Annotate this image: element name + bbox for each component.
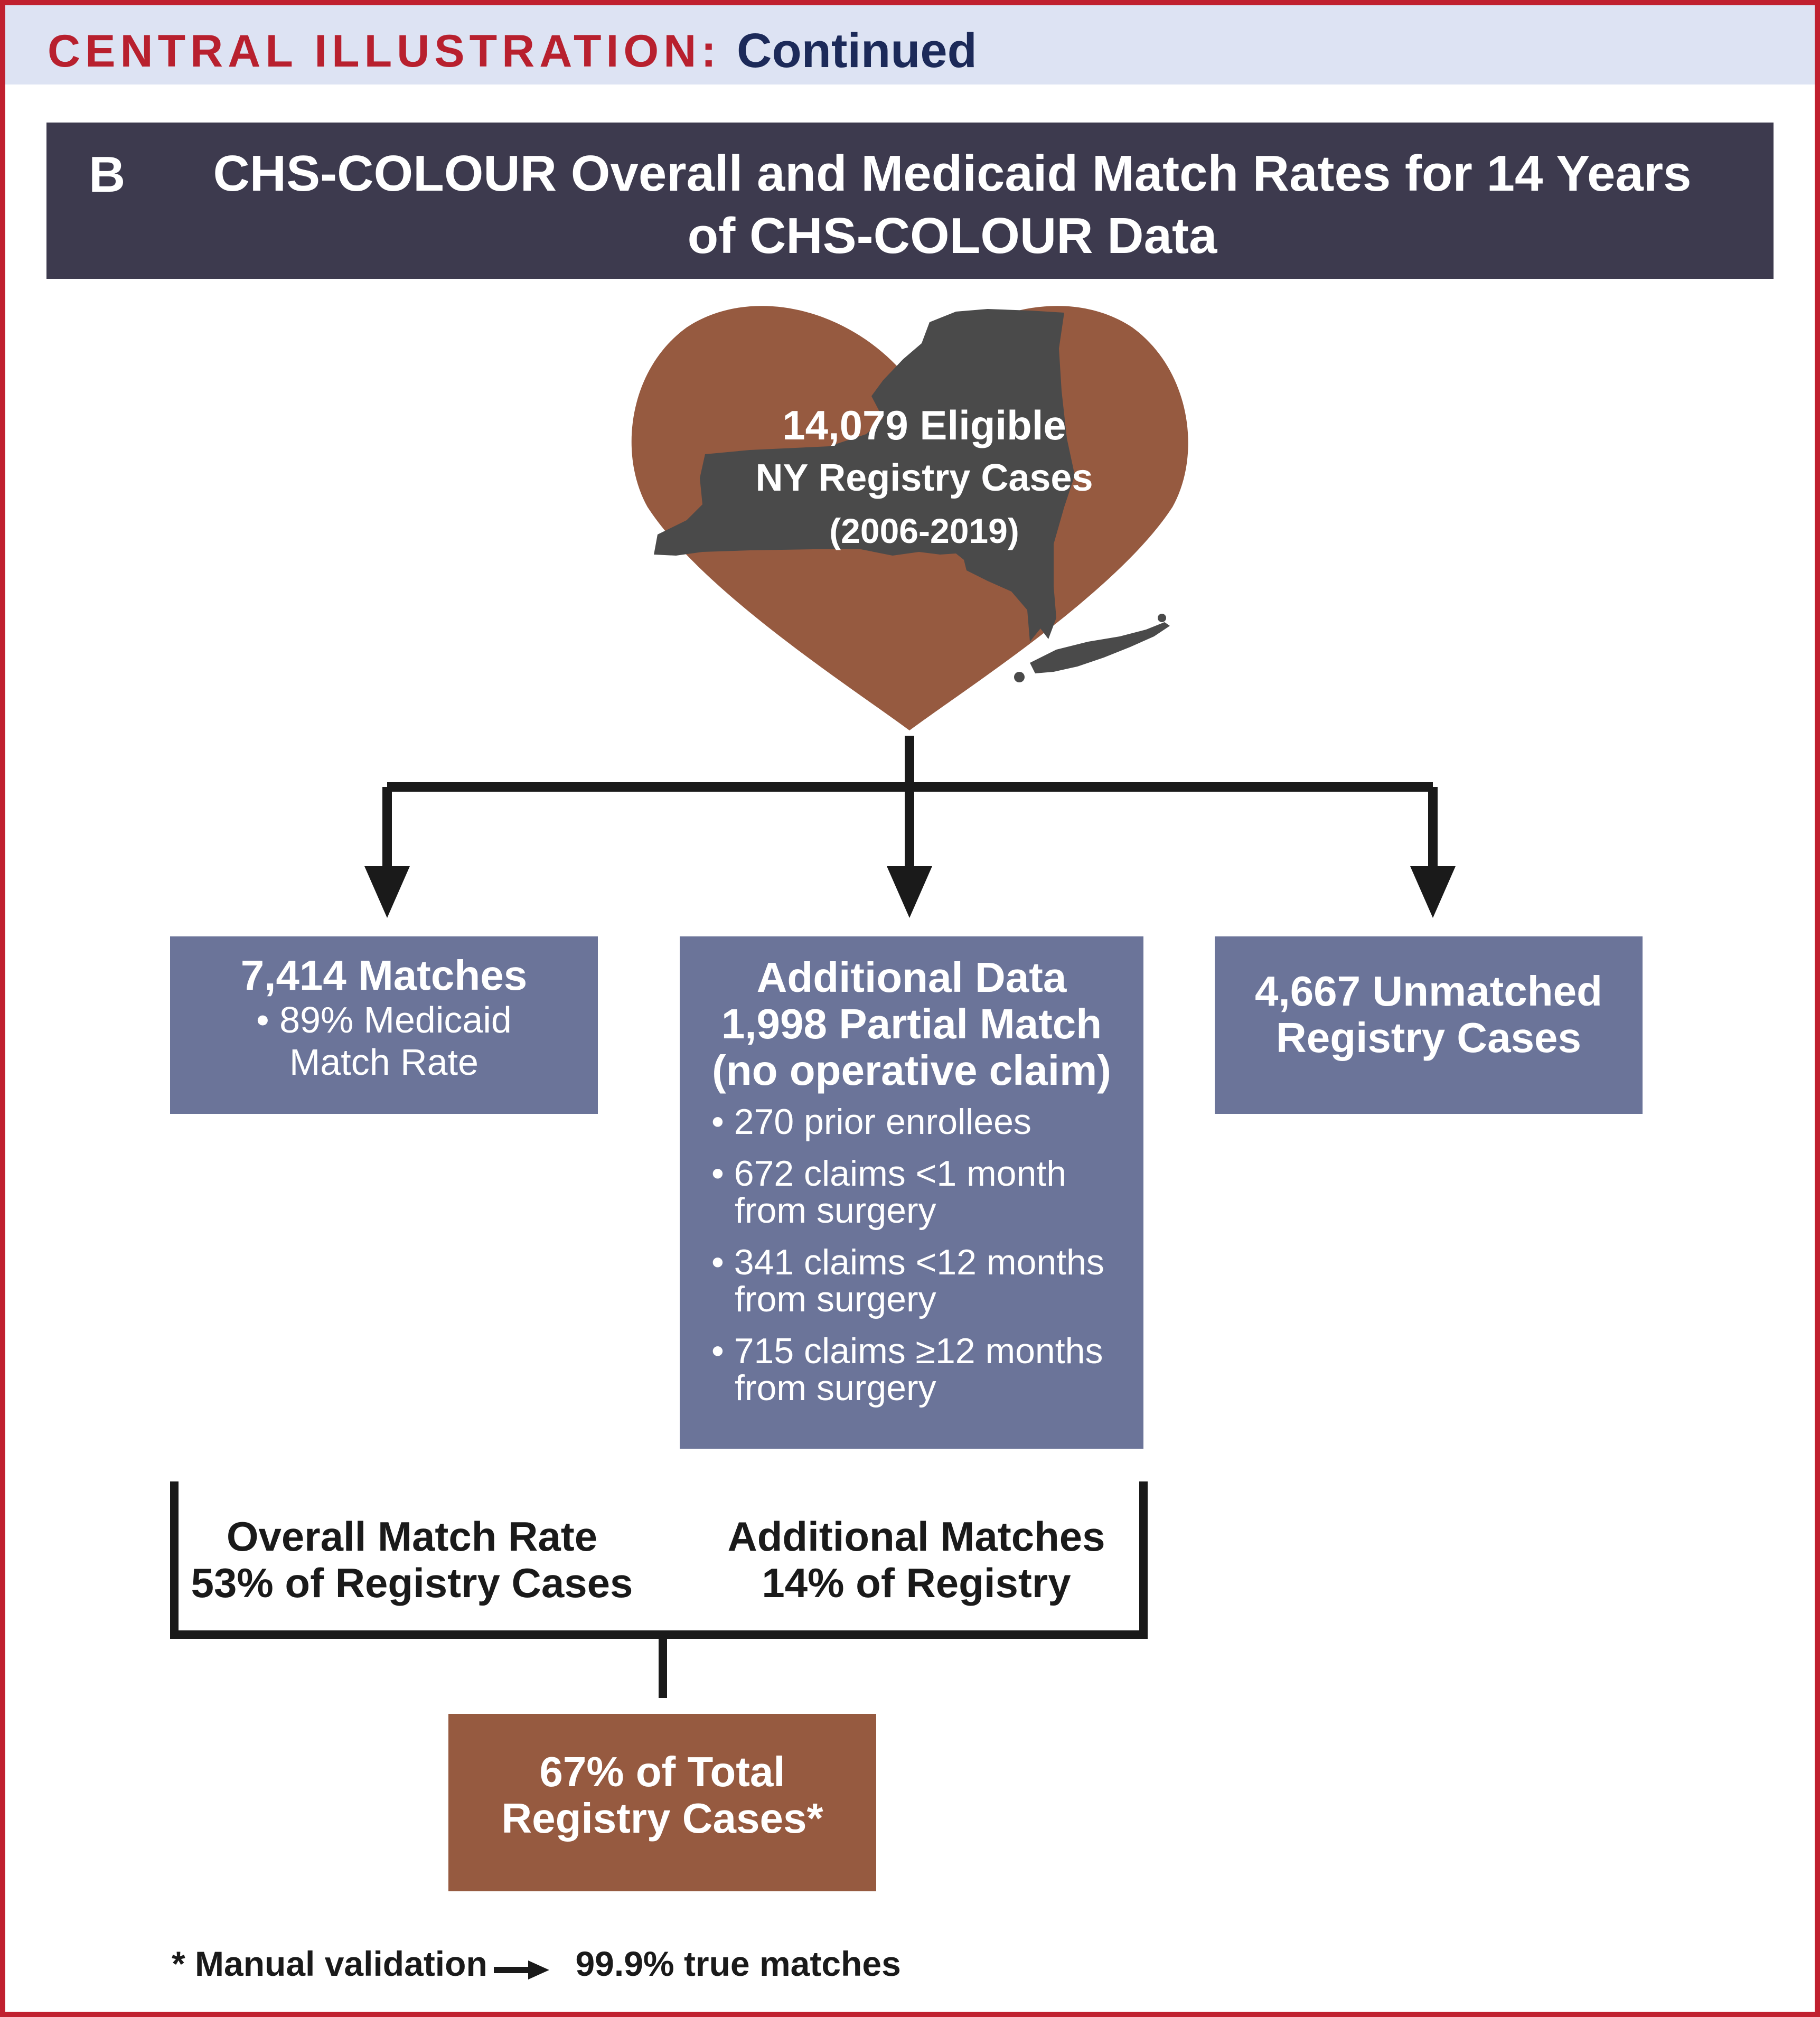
long-island-map [1030,622,1170,673]
additional-data-title-2: 1,998 Partial Match [721,1000,1102,1047]
total-line-1: 67% of Total [539,1748,785,1795]
overall-match-rate-label: Overall Match Rate 53% of Registry Cases [190,1513,634,1606]
staten-island-map [1014,672,1025,682]
overall-line-1: Overall Match Rate [226,1513,598,1560]
arrow-left [364,866,410,918]
header-band: CENTRAL ILLUSTRATION: Continued [5,5,1815,85]
matches-line-1: • 89% Medicaid [256,999,512,1040]
matches-line-2: Match Rate [289,1042,479,1083]
unmatched-box: 4,667 Unmatched Registry Cases [1215,936,1643,1114]
heart-line-2: NY Registry Cases [755,457,1093,499]
total-registry-box: 67% of Total Registry Cases* [448,1714,876,1891]
additional-data-title-1: Additional Data [756,954,1067,1001]
bullet-prior-enrollees: • 270 prior enrollees [711,1102,1031,1142]
continued-label: Continued [737,24,977,78]
panel-letter: B [89,146,126,203]
matches-box: 7,414 Matches • 89% Medicaid Match Rate [170,936,598,1114]
panel-title-bar: B CHS-COLOUR Overall and Medicaid Match … [46,123,1774,279]
heart-line-1: 14,079 Eligible [782,402,1066,448]
matches-title: 7,414 Matches [240,952,528,999]
footnote-left: * Manual validation [172,1944,487,1983]
additional-data-box: Additional Data 1,998 Partial Match (no … [680,936,1143,1449]
bottom-bracket [170,1481,1148,1698]
arrow-center [887,866,932,918]
additional-matches-line-2: 14% of Registry [762,1560,1071,1606]
additional-data-title-3: (no operative claim) [712,1047,1111,1094]
unmatched-line-2: Registry Cases [1275,1014,1582,1061]
panel-title: CHS-COLOUR Overall and Medicaid Match Ra… [213,145,1692,264]
arrow-right [1410,866,1456,918]
additional-data-bullets: • 270 prior enrollees • 672 claims <1 mo… [680,1103,1143,1406]
unmatched-line-1: 4,667 Unmatched [1254,968,1603,1015]
footnote: * Manual validation 99.9% true matches [172,1944,901,1984]
heart-label: 14,079 Eligible NY Registry Cases (2006-… [687,399,1162,557]
footnote-right: 99.9% true matches [575,1944,901,1983]
central-illustration-label: CENTRAL ILLUSTRATION: [48,26,721,77]
heart-line-3: (2006-2019) [829,511,1019,550]
overall-line-2: 53% of Registry Cases [191,1560,633,1606]
additional-matches-label: Additional Matches 14% of Registry [687,1513,1146,1606]
island-dot-map [1158,614,1166,622]
bullet-claims-1-month: • 672 claims <1 month from surgery [711,1153,1067,1231]
bullet-claims-12-months: • 341 claims <12 months from surgery [711,1242,1104,1319]
footnote-arrow-head [528,1960,549,1980]
total-line-2: Registry Cases* [501,1795,823,1842]
additional-matches-line-1: Additional Matches [727,1513,1105,1560]
ny-state-map [654,309,1075,642]
bullet-claims-over-12-months: • 715 claims ≥12 months from surgery [711,1331,1103,1408]
